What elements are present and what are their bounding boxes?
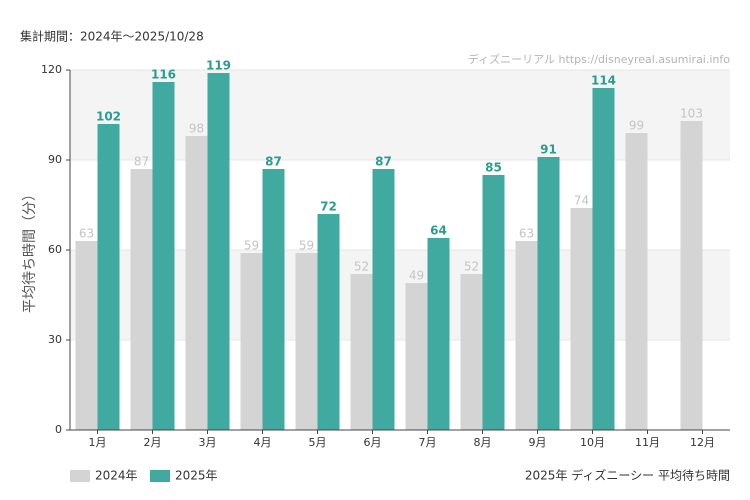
value-label: 59: [299, 239, 314, 253]
y-tick-label: 90: [48, 153, 62, 166]
bar: [295, 253, 318, 430]
bar: [680, 121, 703, 430]
bar: [482, 175, 505, 430]
value-label: 98: [189, 122, 204, 136]
value-label: 74: [574, 194, 589, 208]
y-tick-label: 0: [55, 423, 62, 436]
x-tick-label: 6月: [364, 436, 382, 449]
bar: [460, 274, 483, 430]
grid-band: [70, 250, 730, 340]
x-tick-label: 8月: [474, 436, 492, 449]
legend-swatch: [70, 470, 90, 482]
value-label: 63: [79, 227, 94, 241]
value-label: 87: [265, 155, 282, 169]
value-label: 102: [96, 110, 121, 124]
value-label: 52: [464, 260, 479, 274]
legend-label: 2025年: [175, 469, 218, 483]
value-label: 64: [430, 224, 447, 238]
bar: [207, 73, 230, 430]
x-tick-label: 9月: [529, 436, 547, 449]
bar: [625, 133, 648, 430]
bar: [97, 124, 120, 430]
bar: [75, 241, 98, 430]
x-tick-label: 2月: [144, 436, 162, 449]
x-tick-label: 10月: [580, 436, 605, 449]
legend-swatch: [150, 470, 170, 482]
value-label: 87: [134, 155, 149, 169]
value-label: 119: [206, 59, 231, 73]
x-tick-label: 4月: [254, 436, 272, 449]
value-label: 85: [485, 161, 502, 175]
bar: [427, 238, 450, 430]
bar: [372, 169, 395, 430]
value-label: 63: [519, 227, 534, 241]
x-tick-label: 5月: [309, 436, 327, 449]
bar: [350, 274, 373, 430]
chart-subtitle: 集計期間：2024年～2025/10/28: [20, 29, 204, 44]
x-tick-label: 11月: [635, 436, 660, 449]
value-label: 72: [320, 200, 337, 214]
x-tick-label: 3月: [199, 436, 217, 449]
grid-band: [70, 70, 730, 160]
legend-label: 2024年: [95, 469, 138, 483]
bar: [405, 283, 428, 430]
bar: [262, 169, 285, 430]
bar: [570, 208, 593, 430]
bar: [592, 88, 615, 430]
value-label: 49: [409, 269, 424, 283]
bar: [317, 214, 340, 430]
bar: [185, 136, 208, 430]
value-label: 52: [354, 260, 369, 274]
y-tick-label: 60: [48, 243, 62, 256]
bar: [515, 241, 538, 430]
value-label: 103: [680, 107, 703, 121]
bar: [130, 169, 153, 430]
x-tick-label: 1月: [89, 436, 107, 449]
bar: [240, 253, 263, 430]
value-label: 59: [244, 239, 259, 253]
watermark: ディズニーリアル https://disneyreal.asumirai.inf…: [468, 52, 730, 66]
value-label: 87: [375, 155, 392, 169]
value-label: 116: [151, 68, 176, 82]
x-tick-label: 12月: [690, 436, 715, 449]
y-axis-label: 平均待ち時間（分）: [22, 187, 38, 313]
x-tick-label: 7月: [419, 436, 437, 449]
bar: [537, 157, 560, 430]
y-tick-label: 120: [41, 63, 62, 76]
y-tick-label: 30: [48, 333, 62, 346]
value-label: 99: [629, 119, 644, 133]
chart-title: 2025年 ディズニーシー 平均待ち時間: [525, 468, 730, 483]
value-label: 114: [591, 74, 616, 88]
bar: [152, 82, 175, 430]
value-label: 91: [540, 143, 557, 157]
